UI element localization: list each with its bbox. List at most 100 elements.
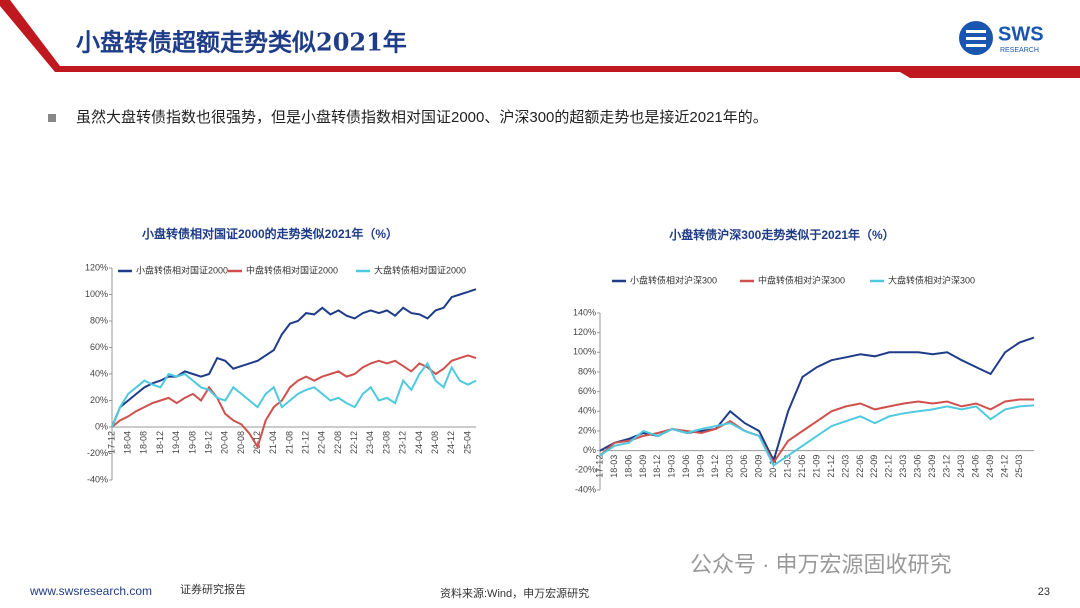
x-tick-label: 21-12	[301, 431, 311, 454]
y-tick-label: 80%	[578, 366, 596, 376]
y-tick-label: 20%	[578, 425, 596, 435]
x-tick-label: 20-12	[252, 431, 262, 454]
series-line	[111, 288, 477, 428]
x-tick-label: 23-06	[913, 455, 923, 478]
y-tick-label: 140%	[573, 307, 596, 317]
watermark: 公众号 · 申万宏源固收研究	[690, 552, 952, 577]
series-line	[111, 354, 477, 450]
y-tick-label: 0%	[95, 421, 108, 431]
y-tick-label: 40%	[578, 406, 596, 416]
y-tick-label: 120%	[573, 327, 596, 337]
page-number: 23	[1038, 586, 1050, 598]
x-tick-label: 18-09	[638, 455, 648, 478]
x-tick-label: 19-12	[710, 455, 720, 478]
x-tick-label: 21-08	[284, 431, 294, 454]
x-tick-label: 18-03	[609, 455, 619, 478]
legend-label: 大盘转债相对国证2000	[374, 264, 466, 275]
x-tick-label: 22-09	[869, 455, 879, 478]
x-tick-label: 21-04	[268, 431, 278, 454]
bullet-marker	[48, 114, 56, 122]
chart-title: 小盘转债沪深300走势类似于2021年（%）	[669, 227, 894, 242]
x-tick-label: 20-06	[739, 455, 749, 478]
x-tick-label: 25-04	[462, 431, 472, 454]
x-tick-label: 24-09	[985, 455, 995, 478]
x-tick-label: 18-12	[155, 431, 165, 454]
y-tick-label: 100%	[573, 347, 596, 357]
logo: SWS RESEARCH	[959, 21, 1044, 55]
x-tick-label: 24-03	[956, 455, 966, 478]
y-tick-label: -40%	[575, 484, 596, 494]
chart-title: 小盘转债相对国证2000的走势类似2021年（%）	[142, 226, 398, 241]
x-tick-label: 18-12	[652, 455, 662, 478]
y-tick-label: -20%	[575, 465, 596, 475]
x-tick-label: 24-04	[414, 431, 424, 454]
x-tick-label: 22-03	[840, 455, 850, 478]
x-tick-label: 25-03	[1014, 455, 1024, 478]
y-tick-label: 80%	[90, 315, 108, 325]
legend-label: 中盘转债相对国证2000	[246, 264, 338, 275]
x-tick-label: 23-04	[365, 431, 375, 454]
x-tick-label: 22-06	[855, 455, 865, 478]
x-tick-label: 18-06	[623, 455, 633, 478]
slide-title: 小盘转债超额走势类似2021年	[76, 28, 407, 57]
x-tick-label: 22-12	[884, 455, 894, 478]
x-tick-label: 24-08	[430, 431, 440, 454]
x-tick-label: 19-06	[681, 455, 691, 478]
x-tick-label: 19-12	[203, 431, 213, 454]
y-tick-label: 20%	[90, 395, 108, 405]
x-tick-label: 21-09	[811, 455, 821, 478]
x-tick-label: 20-09	[754, 455, 764, 478]
y-tick-label: 120%	[85, 262, 108, 272]
x-tick-label: 19-03	[667, 455, 677, 478]
x-tick-label: 24-06	[971, 455, 981, 478]
series-line	[599, 336, 1035, 464]
logo-text: SWS	[998, 23, 1044, 45]
footer-source: 资料来源:Wind，申万宏源研究	[440, 586, 589, 600]
x-tick-label: 22-08	[333, 431, 343, 454]
x-tick-label: 21-12	[826, 455, 836, 478]
x-tick-label: 24-12	[446, 431, 456, 454]
legend-label: 小盘转债相对国证2000	[136, 264, 228, 275]
x-tick-label: 24-12	[999, 455, 1009, 478]
x-tick-label: 19-04	[171, 431, 181, 454]
x-tick-label: 18-04	[123, 431, 133, 454]
x-tick-label: 23-03	[898, 455, 908, 478]
x-tick-label: 23-08	[381, 431, 391, 454]
x-tick-label: 21-06	[797, 455, 807, 478]
legend-label: 中盘转债相对沪深300	[758, 274, 845, 285]
series-line	[599, 404, 1035, 467]
charts: 小盘转债相对国证2000的走势类似2021年（%） -40% -20% 0% 20% 40…	[85, 226, 1035, 494]
series-line	[111, 361, 477, 428]
x-tick-label: 23-12	[942, 455, 952, 478]
logo-subtext: RESEARCH	[1000, 47, 1039, 54]
x-tick-label: 17-12	[594, 455, 604, 478]
y-tick-label: -20%	[87, 448, 108, 458]
x-tick-label: 23-09	[927, 455, 937, 478]
x-tick-label: 20-08	[236, 431, 246, 454]
x-tick-label: 19-08	[187, 431, 197, 454]
x-tick-label: 20-04	[220, 431, 230, 454]
y-tick-label: 40%	[90, 368, 108, 378]
y-tick-label: -40%	[87, 474, 108, 484]
x-tick-label: 19-09	[696, 455, 706, 478]
x-tick-label: 20-03	[725, 455, 735, 478]
legend-label: 大盘转债相对沪深300	[888, 274, 975, 285]
legend-label: 小盘转债相对沪深300	[630, 274, 717, 285]
y-tick-label: 60%	[578, 386, 596, 396]
y-tick-label: 0%	[583, 445, 596, 455]
x-tick-label: 17-12	[106, 431, 116, 454]
x-tick-label: 18-08	[139, 431, 149, 454]
x-tick-label: 23-12	[398, 431, 408, 454]
x-tick-label: 22-04	[317, 431, 327, 454]
series-line	[599, 398, 1034, 465]
footer-label: 证券研究报告	[180, 582, 246, 596]
bullet-text: 虽然大盘转债指数也很强势，但是小盘转债指数相对国证2000、沪深300的超额走势…	[76, 108, 768, 126]
y-tick-label: 60%	[90, 342, 108, 352]
x-tick-label: 22-12	[349, 431, 359, 454]
y-tick-label: 100%	[85, 289, 108, 299]
x-tick-label: 21-03	[782, 455, 792, 478]
header-band	[0, 0, 1080, 78]
footer-url: www.swsresearch.com	[29, 584, 152, 598]
